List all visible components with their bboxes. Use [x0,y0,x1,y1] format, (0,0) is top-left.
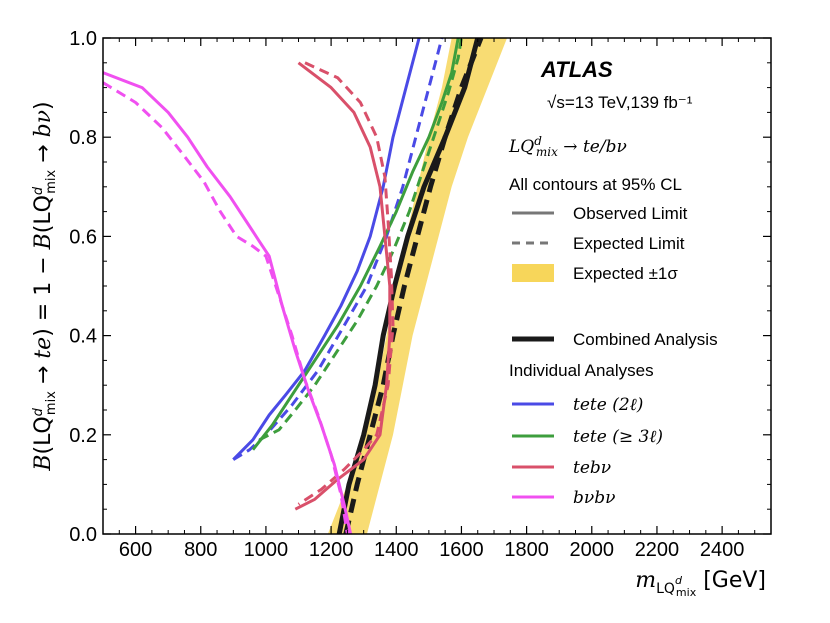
y-axis-label: B(LQdmix → te) = 1 − B(LQdmix → bν) [31,101,59,471]
x-tick-label: 2000 [570,539,615,561]
x-tick-label: 600 [119,539,152,561]
legend-tete3l: tete (≥ 3ℓ) [573,427,663,447]
curve-tebnu-expected [297,61,395,506]
legend-individual-header: Individual Analyses [509,361,654,380]
legend-combined: Combined Analysis [573,330,718,349]
curve-bnubnu-observed [103,71,353,534]
legend-band-swatch [512,264,554,282]
curve-bnubnu-expected [103,81,349,534]
x-axis-ticks: 600 800 1000 1200 1400 1600 1800 2000 2200 2400 [118,38,756,561]
curve-tete3l-observed [251,38,460,451]
y-tick-label: 0.2 [69,425,97,447]
limit-curves [103,38,484,534]
curve-combined-expected [343,38,484,534]
expected-1sigma-band [327,38,508,534]
x-tick-label: 1600 [439,539,484,561]
svg-text:B(LQdmix → te) = 1 − B(LQdmix: B(LQdmix → te) = 1 − B(LQdmix → bν) [31,101,59,471]
cl-label: All contours at 95% CL [509,175,682,194]
energy-lumi-label: √s=13 TeV,139 fb⁻¹ [547,93,693,112]
x-tick-label: 1400 [374,539,419,561]
legend-expected: Expected Limit [573,234,685,253]
legend-band: Expected ±1σ [573,264,678,283]
plot-area [103,38,508,534]
atlas-label: ATLAS [540,57,613,82]
x-tick-label: 800 [184,539,217,561]
process-label: LQd mix → te/bν [508,134,627,159]
x-axis-label: mLQd mix [GeV] [635,568,766,599]
curve-tete3l-expected [258,38,463,442]
curve-tete2l-observed [232,38,421,461]
y-tick-label: 0.8 [69,127,97,149]
y-axis-ticks: 0.0 0.2 0.4 0.6 0.8 1.0 [69,28,771,546]
y-tick-label: 1.0 [69,28,97,50]
legend-tebnu: tebν [573,458,611,478]
x-tick-label: 1000 [244,539,289,561]
legend: Observed Limit Expected Limit Expected ±… [509,204,718,508]
y-tick-label: 0.6 [69,226,97,248]
x-tick-label: 1200 [309,539,354,561]
legend-tete2l: tete (2ℓ) [573,395,643,415]
x-tick-label: 1800 [504,539,549,561]
y-tick-label: 0.0 [69,524,97,546]
legend-observed: Observed Limit [573,204,688,223]
x-tick-label: 2400 [700,539,745,561]
curve-tebnu-observed [294,61,392,511]
y-tick-label: 0.4 [69,326,97,348]
x-tick-label: 2200 [635,539,680,561]
legend-bnubnu: bνbν [573,488,615,508]
